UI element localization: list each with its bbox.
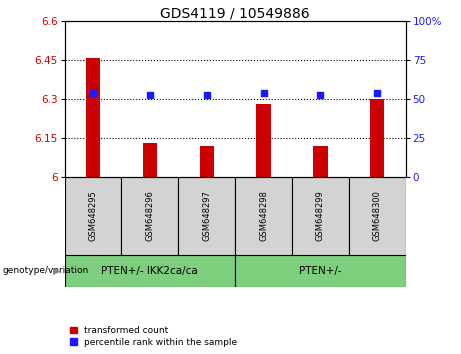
- Point: [260, 91, 267, 96]
- Text: GSM648300: GSM648300: [373, 190, 382, 241]
- Bar: [143, 143, 157, 177]
- Bar: [235, 255, 406, 287]
- Bar: [200, 146, 214, 177]
- Bar: [121, 177, 178, 255]
- Bar: [86, 58, 100, 177]
- Point: [317, 92, 324, 98]
- Text: PTEN+/- IKK2ca/ca: PTEN+/- IKK2ca/ca: [101, 266, 198, 276]
- Text: ▶: ▶: [53, 266, 60, 276]
- Point: [373, 91, 381, 96]
- Bar: [349, 177, 406, 255]
- Point: [203, 92, 210, 98]
- Legend: transformed count, percentile rank within the sample: transformed count, percentile rank withi…: [69, 325, 238, 348]
- Text: GSM648299: GSM648299: [316, 190, 325, 241]
- Point: [146, 92, 154, 98]
- Text: PTEN+/-: PTEN+/-: [299, 266, 342, 276]
- Bar: [370, 99, 384, 177]
- Bar: [292, 177, 349, 255]
- Text: GSM648295: GSM648295: [89, 190, 97, 241]
- Bar: [65, 177, 121, 255]
- Text: GSM648298: GSM648298: [259, 190, 268, 241]
- Bar: [178, 177, 235, 255]
- Text: GSM648297: GSM648297: [202, 190, 211, 241]
- Bar: [256, 104, 271, 177]
- Bar: [65, 255, 235, 287]
- Bar: [313, 146, 327, 177]
- Bar: [235, 177, 292, 255]
- Text: genotype/variation: genotype/variation: [2, 266, 89, 275]
- Title: GDS4119 / 10549886: GDS4119 / 10549886: [160, 6, 310, 20]
- Point: [89, 90, 97, 96]
- Text: GSM648296: GSM648296: [145, 190, 154, 241]
